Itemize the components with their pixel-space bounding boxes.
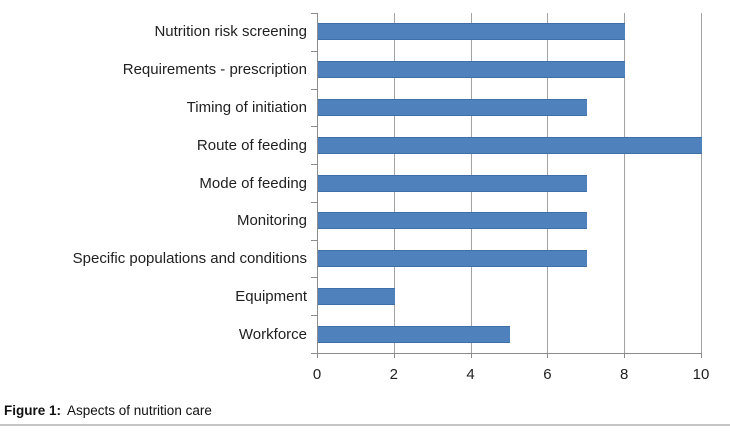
x-tick-label: 10 xyxy=(692,366,710,383)
x-axis-tick xyxy=(701,353,702,358)
gridline xyxy=(701,13,702,353)
category-label: Workforce xyxy=(238,325,307,343)
x-tick-label: 4 xyxy=(466,366,475,383)
bar-route-of-feeding xyxy=(318,136,702,154)
bar-timing-of-initiation xyxy=(318,98,587,116)
category-label: Equipment xyxy=(235,287,307,305)
category-label: Specific populations and conditions xyxy=(72,250,307,268)
figure-caption-text: Aspects of nutrition care xyxy=(67,403,212,418)
y-axis-tick xyxy=(311,201,317,203)
bar-mode-of-feeding xyxy=(318,174,587,192)
bar-nutrition-risk-screening xyxy=(318,23,626,41)
x-axis-tick xyxy=(624,353,626,358)
category-label: Mode of feeding xyxy=(199,174,307,192)
bar-specific-populations-and-conditions xyxy=(318,250,587,268)
x-axis-tick xyxy=(470,353,472,358)
y-axis-tick xyxy=(311,50,317,52)
x-axis-tick xyxy=(547,353,549,358)
bar-equipment xyxy=(318,287,395,305)
bar-chart: 0 2 4 6 8 10 Nutrition risk screening Requireme… xyxy=(72,13,710,383)
x-axis-tick xyxy=(317,353,318,358)
category-label: Nutrition risk screening xyxy=(154,23,307,41)
category-label: Monitoring xyxy=(236,212,307,230)
bar-monitoring xyxy=(318,212,587,230)
figure-caption-label: Figure 1: xyxy=(4,403,62,418)
x-axis-tick xyxy=(393,353,395,358)
category-label: Route of feeding xyxy=(196,136,307,154)
x-tick-label: 2 xyxy=(389,366,398,383)
y-axis-tick xyxy=(311,126,317,128)
y-axis-tick xyxy=(311,277,317,279)
y-axis-tick xyxy=(311,13,317,14)
x-tick-label: 0 xyxy=(312,366,322,383)
y-axis-tick xyxy=(311,315,317,317)
figure-caption: Figure 1: Aspects of nutrition care xyxy=(4,403,212,418)
y-axis-line xyxy=(317,13,318,353)
x-tick-label: 8 xyxy=(620,366,629,383)
y-axis-tick xyxy=(311,239,317,241)
y-axis-tick xyxy=(311,164,317,166)
category-label: Requirements - prescription xyxy=(122,61,307,79)
gridline xyxy=(624,13,626,353)
y-axis-tick xyxy=(311,88,317,90)
x-axis-line xyxy=(311,353,701,354)
bar-requirements-prescription xyxy=(318,61,626,79)
x-tick-label: 6 xyxy=(543,366,552,383)
bar-workforce xyxy=(318,325,510,343)
caption-divider-rule xyxy=(0,424,730,426)
category-label: Timing of initiation xyxy=(186,98,307,116)
